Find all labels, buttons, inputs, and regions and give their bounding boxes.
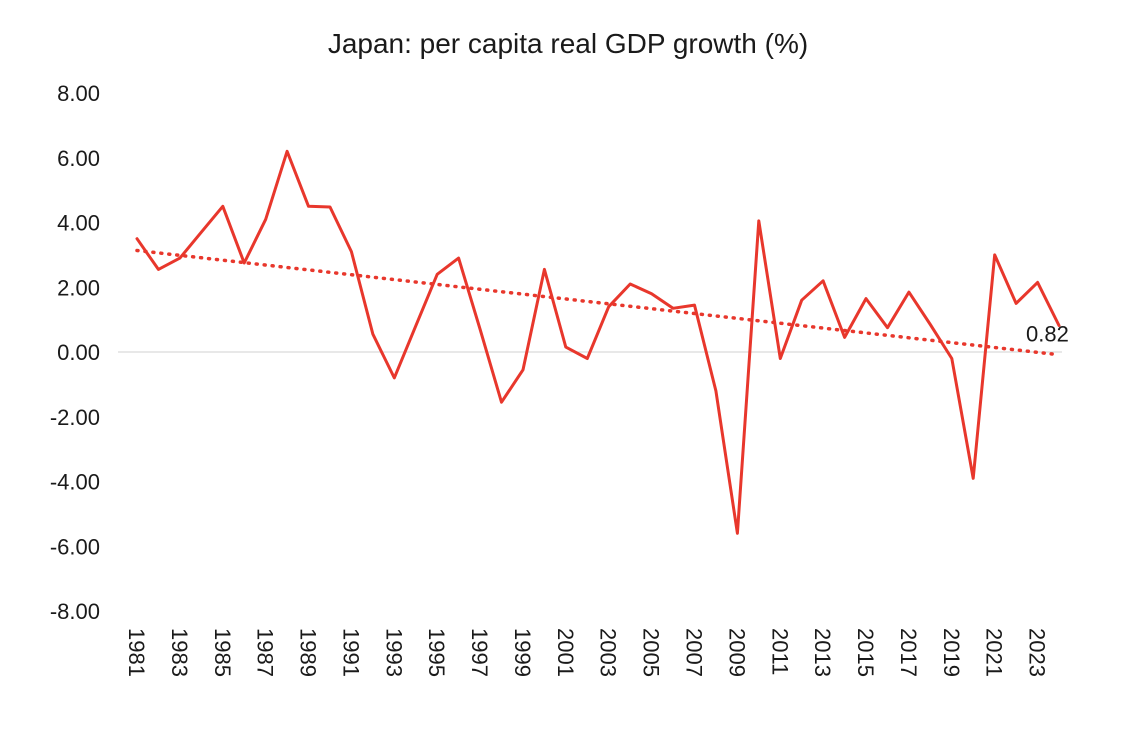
x-tick-label: 2021 [982, 628, 1007, 677]
x-tick-label: 1993 [381, 628, 406, 677]
x-tick-label: 2013 [810, 628, 835, 677]
x-tick-label: 2017 [896, 628, 921, 677]
x-tick-label: 2023 [1025, 628, 1050, 677]
y-tick-label: -6.00 [50, 534, 100, 559]
x-tick-label: 1987 [253, 628, 278, 677]
series-line [135, 149, 1061, 535]
y-tick-label: 2.00 [57, 275, 100, 300]
x-tick-label: 2005 [639, 628, 664, 677]
x-tick-label: 2011 [767, 628, 792, 675]
x-tick-label: 2019 [939, 628, 964, 677]
y-tick-label: 8.00 [57, 81, 100, 106]
x-tick-label: 1999 [510, 628, 535, 677]
trendline [135, 248, 1061, 357]
y-tick-label: 6.00 [57, 146, 100, 171]
data-label: 0.82 [1026, 321, 1069, 346]
x-tick-label: 1995 [424, 628, 449, 677]
x-tick-label: 2009 [724, 628, 749, 677]
chart-title: Japan: per capita real GDP growth (%) [327, 28, 809, 59]
x-tick-label: 1981 [124, 628, 149, 677]
y-tick-label: -2.00 [50, 405, 100, 430]
x-tick-label: 2015 [853, 628, 878, 677]
y-tick-label: 0.00 [57, 340, 100, 365]
x-tick-label: 2007 [681, 628, 706, 677]
x-tick-label: 2003 [596, 628, 621, 677]
x-tick-label: 1985 [210, 628, 235, 677]
x-tick-label: 1991 [338, 628, 363, 677]
x-tick-label: 1989 [296, 628, 321, 677]
y-tick-label: 4.00 [57, 211, 100, 236]
y-tick-label: -8.00 [50, 599, 100, 624]
y-tick-label: -4.00 [50, 470, 100, 495]
x-tick-label: 1983 [167, 628, 192, 677]
x-tick-label: 2001 [553, 628, 578, 677]
x-tick-label: 1997 [467, 628, 492, 677]
